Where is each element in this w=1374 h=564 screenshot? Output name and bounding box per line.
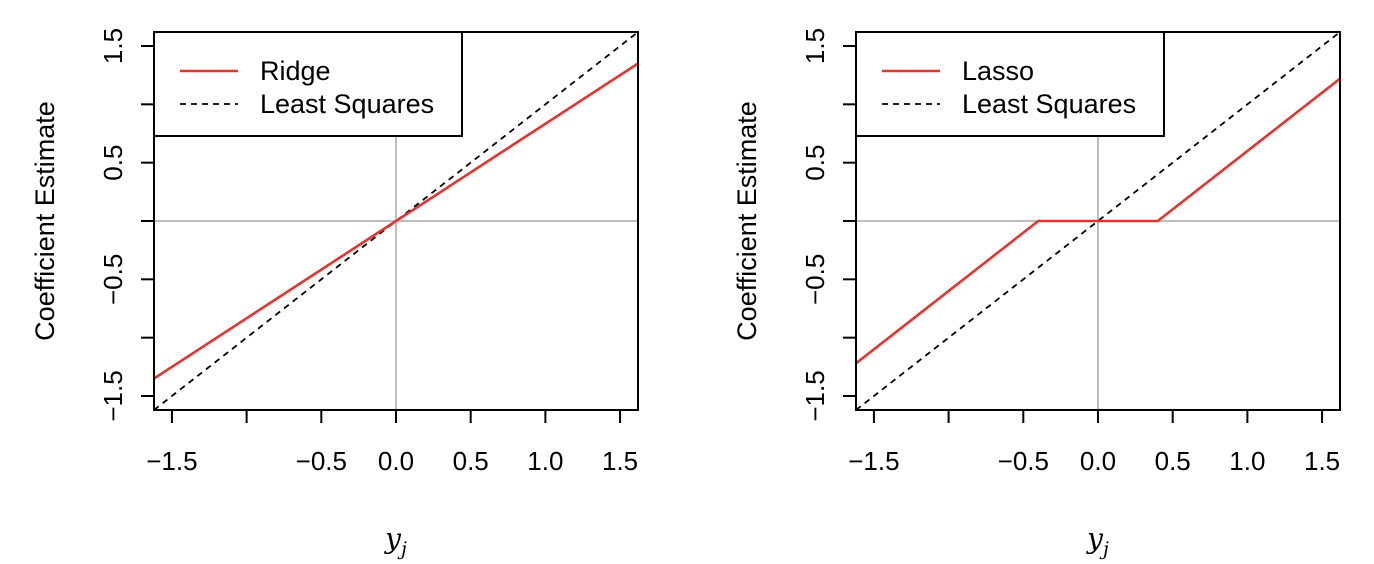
x-axis-title: yj — [1085, 522, 1109, 560]
ridge-series-line — [154, 62, 638, 380]
y-tick-label: 0.5 — [98, 145, 128, 181]
y-tick-label: 0.5 — [800, 145, 830, 181]
x-tick-label: −1.5 — [146, 446, 197, 476]
x-tick-label: 1.5 — [602, 446, 638, 476]
x-tick-label: −1.5 — [848, 446, 899, 476]
y-tick-label: −0.5 — [98, 254, 128, 305]
legend-label: Least Squares — [962, 89, 1136, 119]
y-tick-label: −1.5 — [98, 370, 128, 421]
x-tick-label: 0.5 — [453, 446, 489, 476]
x-tick-label: 1.0 — [527, 446, 563, 476]
y-tick-label: 1.5 — [800, 28, 830, 64]
legend-label: Ridge — [260, 56, 331, 86]
legend-box — [855, 31, 1165, 137]
legend-label: Least Squares — [260, 89, 434, 119]
x-tick-label: −0.5 — [998, 446, 1049, 476]
x-tick-label: 0.0 — [1080, 446, 1116, 476]
least-squares-series-line — [154, 32, 638, 410]
least-squares-series-line — [856, 32, 1340, 410]
ridge-panel: −1.5 −0.5 0.0 0.5 1.0 1.5 −1.5 −0.5 0.5 1.5 Coeffi… — [30, 28, 639, 560]
y-axis-title: Coefficient Estimate — [732, 101, 762, 341]
lasso-panel: −1.5 −0.5 0.0 0.5 1.0 1.5 −1.5 −0.5 0.5 1.5 Coeffi… — [732, 28, 1341, 560]
y-tick-label: −1.5 — [800, 370, 830, 421]
y-tick-label: −0.5 — [800, 254, 830, 305]
y-axis-title: Coefficient Estimate — [30, 101, 60, 341]
x-tick-label: 0.5 — [1155, 446, 1191, 476]
x-tick-label: 1.0 — [1229, 446, 1265, 476]
legend-label: Lasso — [962, 56, 1034, 86]
x-tick-label: 1.5 — [1304, 446, 1340, 476]
legend-box — [153, 31, 463, 137]
x-tick-label: −0.5 — [296, 446, 347, 476]
x-tick-label: 0.0 — [378, 446, 414, 476]
y-tick-label: 1.5 — [98, 28, 128, 64]
x-axis-title: yj — [383, 522, 407, 560]
lasso-series-line — [856, 77, 1340, 365]
